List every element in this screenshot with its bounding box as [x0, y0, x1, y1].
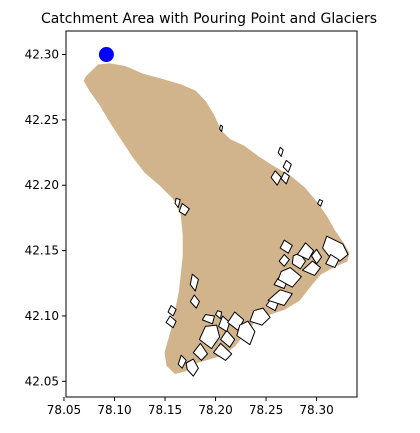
x-tick-label: 78.05 [47, 403, 81, 417]
glacier-35 [317, 199, 324, 207]
glacier-25 [165, 315, 177, 329]
glacier-23 [322, 235, 349, 262]
glacier-34 [277, 146, 284, 157]
y-tick-label: 42.20 [25, 178, 59, 192]
y-tick-label: 42.15 [25, 244, 59, 258]
glacier-4 [198, 324, 221, 350]
y-tick-label: 42.30 [25, 48, 59, 62]
x-tick-label: 78.15 [148, 403, 182, 417]
glacier-19 [301, 260, 322, 276]
y-tick-label: 42.05 [25, 374, 59, 388]
x-tick-label: 78.30 [299, 403, 333, 417]
glacier-9 [215, 310, 223, 320]
glacier-32 [280, 171, 290, 185]
glacier-30 [174, 197, 181, 208]
glacier-27 [189, 294, 200, 309]
glacier-20 [279, 239, 293, 254]
glacier-2 [177, 354, 187, 369]
y-tick-label: 42.10 [25, 309, 59, 323]
glacier-12 [249, 307, 271, 326]
glacier-11 [236, 320, 256, 346]
glacier-16 [277, 267, 302, 288]
glacier-6 [213, 342, 233, 361]
x-tick-label: 78.20 [198, 403, 232, 417]
glacier-7 [220, 329, 236, 348]
axes-frame [65, 30, 358, 398]
glacier-5 [201, 314, 215, 325]
map-layer [83, 47, 350, 377]
pouring-point-marker [98, 47, 114, 63]
glacier-14 [267, 289, 293, 306]
glacier-1 [185, 358, 199, 377]
glacier-21 [296, 242, 315, 261]
x-tick-label: 78.10 [97, 403, 131, 417]
glacier-28 [189, 273, 199, 292]
glacier-3 [192, 342, 208, 361]
y-tick-label: 42.25 [25, 113, 59, 127]
x-tick-label: 78.25 [249, 403, 283, 417]
glacier-29 [178, 203, 190, 216]
glacier-22 [311, 248, 323, 265]
axes-layer: 78.05 78.10 78.15 78.20 78.25 78.30 42.05 42.10… [25, 30, 358, 417]
glacier-26 [167, 305, 177, 317]
glacier-33 [282, 159, 292, 173]
glacier-36 [219, 124, 224, 133]
glacier-24 [325, 254, 340, 269]
glacier-17 [278, 254, 290, 267]
glacier-31 [270, 170, 282, 186]
chart-title: Catchment Area with Pouring Point and Gl… [41, 11, 377, 27]
